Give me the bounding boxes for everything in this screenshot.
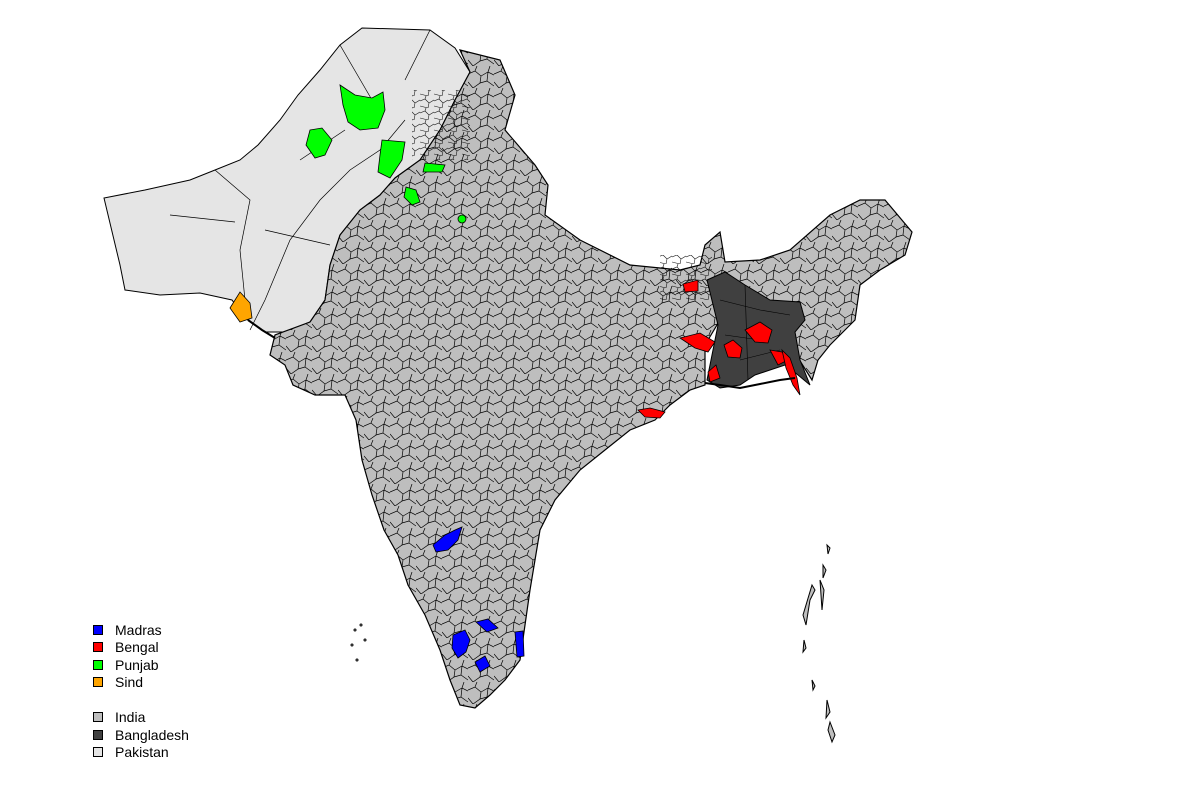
madras-district <box>514 630 525 658</box>
legend-item-madras: Madras <box>93 621 189 639</box>
legend-label: India <box>115 709 146 726</box>
coastline-details <box>247 319 796 390</box>
legend-swatch <box>93 677 103 688</box>
map-legend: Madras Bengal Punjab Sind India Bangladesh Pa… <box>93 621 189 761</box>
legend-item-bengal: Bengal <box>93 639 189 657</box>
legend-swatch <box>93 659 103 670</box>
punjab-districts <box>305 84 467 224</box>
punjab-district <box>339 84 386 131</box>
bengal-district <box>682 279 699 293</box>
legend-swatch <box>93 642 103 653</box>
legend-swatch <box>93 747 103 758</box>
bengal-districts <box>637 279 801 419</box>
legend-item-india: India <box>93 709 189 727</box>
madras-district <box>475 618 499 633</box>
legend-label: Punjab <box>115 656 159 673</box>
punjab-district <box>305 127 333 159</box>
bengal-district <box>781 348 801 396</box>
punjab-district <box>403 186 421 206</box>
punjab-district <box>422 162 446 173</box>
bengal-district <box>707 364 721 383</box>
legend-label: Bengal <box>115 639 159 656</box>
legend-item-bangladesh: Bangladesh <box>93 726 189 744</box>
sind-districts <box>229 291 253 323</box>
madras-district <box>432 526 463 553</box>
legend-label: Pakistan <box>115 744 169 761</box>
legend-swatch <box>93 712 103 723</box>
madras-district <box>474 655 491 673</box>
bengal-district <box>637 407 666 419</box>
bengal-district <box>723 339 743 359</box>
legend-label: Sind <box>115 674 144 691</box>
sind-district <box>229 291 253 323</box>
madras-district <box>451 629 471 659</box>
bengal-district <box>679 332 716 353</box>
legend-swatch <box>93 624 103 635</box>
lakshadweep-islands <box>350 623 367 662</box>
andaman-nicobar-islands <box>802 543 836 744</box>
legend-item-sind: Sind <box>93 674 189 692</box>
legend-swatch <box>93 729 103 740</box>
bengal-district <box>744 321 773 344</box>
madras-districts <box>432 526 525 673</box>
legend-item-pakistan: Pakistan <box>93 744 189 762</box>
legend-item-punjab: Punjab <box>93 656 189 674</box>
india-region <box>269 49 913 709</box>
legend-label: Madras <box>115 621 162 638</box>
punjab-district <box>457 214 467 224</box>
legend-label: Bangladesh <box>115 726 189 743</box>
punjab-district <box>377 139 406 179</box>
